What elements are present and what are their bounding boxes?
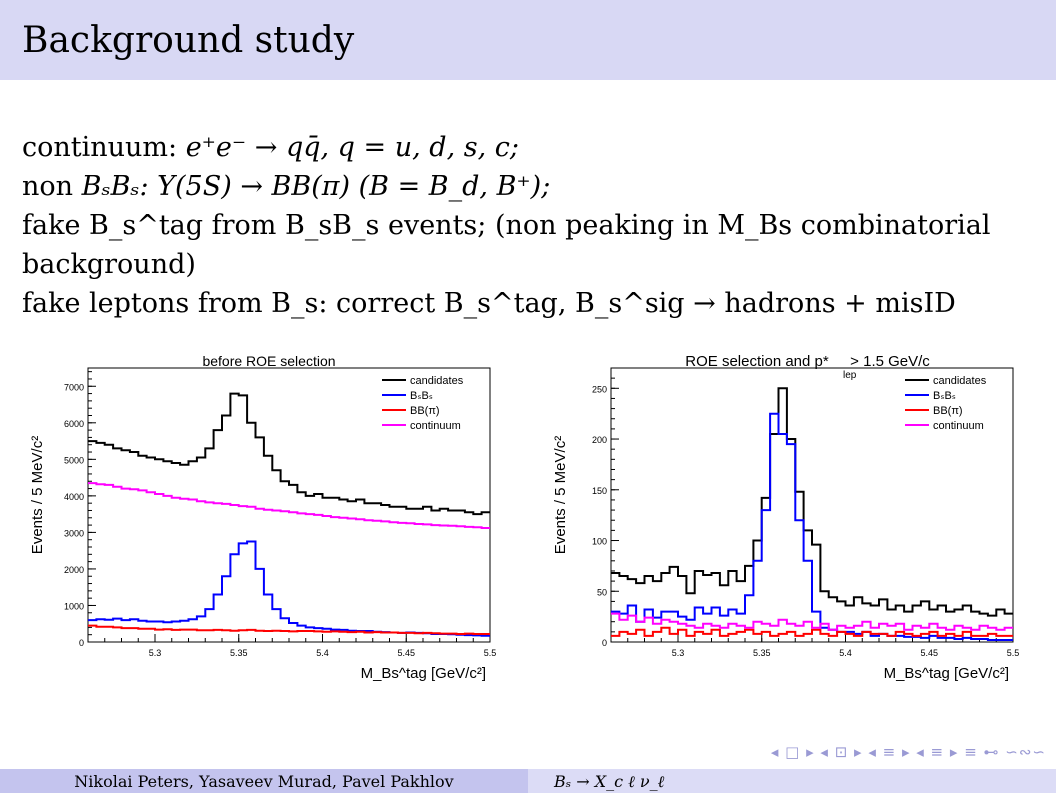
y-tick-label: 0 — [79, 638, 84, 648]
y-tick-label: 2000 — [64, 565, 84, 575]
y-tick-label: 5000 — [64, 455, 84, 465]
x-tick-label: 5.45 — [920, 648, 938, 658]
plot-title: before ROE selection — [202, 353, 335, 369]
series-line-3 — [88, 482, 490, 529]
y-tick-label: 150 — [592, 486, 607, 496]
plot-title-tail: > 1.5 GeV/c — [850, 353, 930, 370]
y-tick-label: 7000 — [64, 382, 84, 392]
series-line-3 — [611, 612, 1013, 631]
legend-entry: BₛBₛ — [933, 390, 956, 402]
series-line-1 — [611, 412, 1013, 641]
y-axis-label: Events / 5 MeV/c² — [29, 436, 46, 554]
footer: Nikolai Peters, Yasaveev Murad, Pavel Pa… — [0, 769, 1056, 793]
series-line-2 — [611, 626, 1013, 637]
bullet-non-bsbs: non BₛBₛ: Υ(5S) → BB(π) (B = B_d, B⁺); — [22, 167, 1032, 206]
x-tick-label: 5.4 — [316, 648, 329, 658]
x-tick-label: 5.35 — [230, 648, 248, 658]
y-tick-label: 50 — [597, 587, 607, 597]
x-tick-label: 5.3 — [672, 648, 685, 658]
title-bar: Background study — [0, 0, 1056, 80]
series-line-1 — [88, 540, 490, 637]
bullet-continuum: continuum: e⁺e⁻ → qq̄, q = u, d, s, c; — [22, 128, 1032, 167]
y-tick-label: 200 — [592, 435, 607, 445]
legend-entry: candidates — [410, 375, 464, 387]
legend-entry: continuum — [933, 420, 984, 432]
y-tick-label: 3000 — [64, 528, 84, 538]
bullet-continuum-label: continuum: — [22, 132, 186, 163]
x-axis-label: M_Bs^tag [GeV/c²] — [884, 665, 1009, 682]
bullet-continuum-math: e⁺e⁻ → qq̄, q = u, d, s, c; — [185, 132, 519, 163]
x-tick-label: 5.5 — [1007, 648, 1020, 658]
footer-topic: Bₛ → X_c ℓ ν_ℓ — [528, 769, 1056, 793]
plot-title-subscript: lep — [843, 370, 857, 381]
legend-entry: candidates — [933, 375, 987, 387]
x-tick-label: 5.45 — [397, 648, 415, 658]
plot-before-roe: before ROE selection 0 1000 2000 3000 4000 500… — [22, 350, 512, 694]
x-tick-label: 5.5 — [484, 648, 497, 658]
bullet-non-bsbs-math: BₛBₛ: Υ(5S) → BB(π) (B = B_d, B⁺); — [81, 171, 551, 202]
bullet-fake-bstag: fake B_s^tag from B_sB_s events; (non pe… — [22, 210, 991, 280]
bullet-non-bsbs-label: non — [22, 171, 82, 202]
plot-roe-selection-svg: ROE selection and p* lep > 1.5 GeV/c 0 50 10… — [552, 353, 1020, 682]
series-line-0 — [611, 387, 1013, 617]
legend-entry: BB(π) — [933, 405, 963, 417]
y-tick-label: 6000 — [64, 419, 84, 429]
slide-title: Background study — [22, 20, 355, 61]
y-tick-label: 250 — [592, 384, 607, 394]
legend-entry: BB(π) — [410, 405, 440, 417]
bullet-list: continuum: e⁺e⁻ → qq̄, q = u, d, s, c; n… — [22, 128, 1032, 323]
plot-roe-selection: ROE selection and p* lep > 1.5 GeV/c 0 50 10… — [545, 350, 1035, 694]
x-tick-label: 5.3 — [149, 648, 162, 658]
x-axis-label: M_Bs^tag [GeV/c²] — [361, 665, 486, 682]
footer-authors: Nikolai Peters, Yasaveev Murad, Pavel Pa… — [0, 769, 528, 793]
beamer-navigation[interactable]: ◂ □ ▸ ◂ ⊡ ▸ ◂ ≡ ▸ ◂ ≡ ▸ ≡ ⊷ ∽∾∽ — [770, 743, 1046, 761]
y-tick-label: 100 — [592, 537, 607, 547]
y-tick-label: 4000 — [64, 492, 84, 502]
x-tick-label: 5.35 — [753, 648, 771, 658]
plot-before-roe-svg: before ROE selection 0 1000 2000 3000 4000 500… — [29, 353, 497, 682]
series-line-2 — [88, 624, 490, 635]
bullet-fake-leptons: fake leptons from B_s: correct B_s^tag, … — [22, 288, 956, 319]
legend-entry: BₛBₛ — [410, 390, 433, 402]
legend-entry: continuum — [410, 420, 461, 432]
y-axis-label: Events / 5 MeV/c² — [552, 436, 569, 554]
y-tick-label: 1000 — [64, 601, 84, 611]
plot-title: ROE selection and p* — [685, 353, 829, 370]
x-tick-label: 5.4 — [839, 648, 852, 658]
y-tick-label: 0 — [602, 638, 607, 648]
series-line-0 — [88, 392, 490, 516]
